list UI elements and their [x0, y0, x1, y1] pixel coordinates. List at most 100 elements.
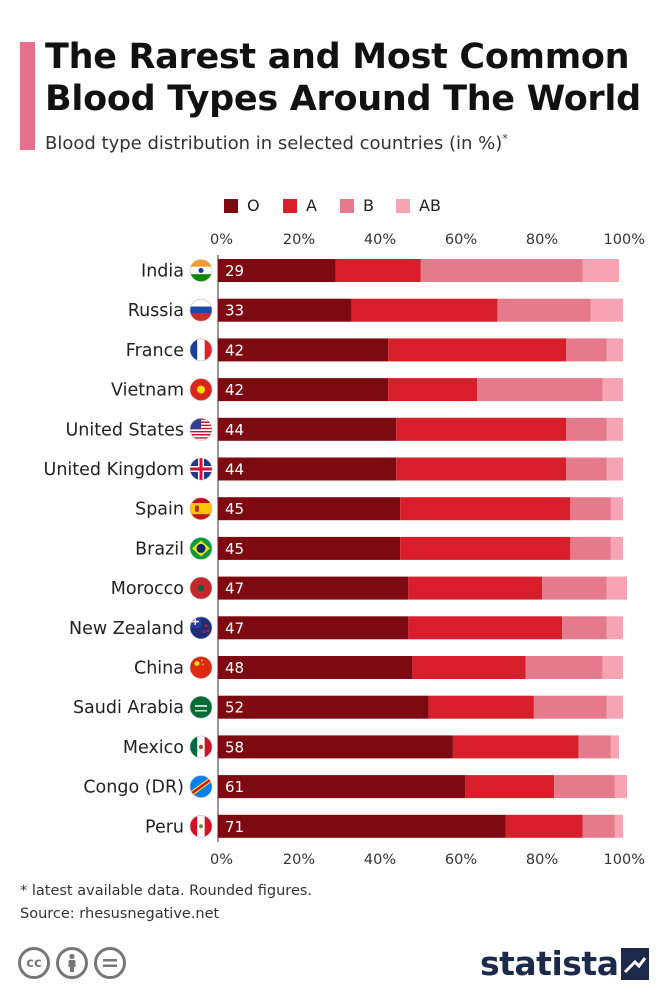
bar-o-7 [218, 536, 401, 560]
bar-a-1 [351, 298, 498, 322]
legend-swatch-o [224, 198, 238, 213]
bar-a-8 [408, 576, 542, 600]
bar-o-6 [218, 497, 401, 521]
tick-label-top-1: 20% [283, 232, 315, 248]
bar-ab-11 [606, 695, 623, 719]
tick-label-bottom-5: 100% [604, 852, 645, 868]
legend-item-a: A [283, 196, 317, 215]
flag-outline-0 [189, 259, 213, 282]
tick-label-top-4: 80% [526, 232, 558, 248]
flag-outline-5 [189, 457, 213, 481]
legend-swatch-a [283, 198, 297, 213]
bar-o-11 [218, 695, 429, 719]
data-label-o-14: 71 [225, 818, 244, 836]
chart-legend: O A B AB [0, 196, 667, 218]
bar-a-3 [388, 378, 478, 402]
country-label-1: Russia [128, 301, 184, 321]
data-label-o-1: 33 [225, 302, 244, 320]
data-label-o-12: 58 [225, 738, 244, 756]
legend-item-o: O [224, 196, 260, 215]
page-title: The Rarest and Most Common Blood Types A… [45, 36, 657, 120]
bar-ab-8 [606, 576, 628, 600]
data-label-o-13: 61 [225, 778, 244, 796]
data-label-o-5: 44 [225, 461, 244, 479]
legend-label-o: O [247, 196, 260, 215]
bar-ab-14 [614, 814, 623, 838]
bar-ab-4 [606, 417, 623, 441]
bar-ab-13 [614, 775, 628, 799]
data-label-o-3: 42 [225, 381, 244, 399]
country-label-5: United Kingdom [44, 460, 184, 480]
flag-outline-13 [189, 775, 213, 798]
flag-icon-5 [190, 458, 212, 480]
bar-b-12 [578, 735, 611, 759]
bar-b-13 [554, 775, 615, 799]
legend-item-ab: AB [396, 196, 441, 215]
bar-o-1 [218, 298, 352, 322]
country-label-0: India [141, 262, 184, 282]
country-label-9: New Zealand [69, 619, 184, 639]
flag-icon-3 [190, 378, 212, 401]
bar-o-3 [218, 378, 389, 402]
title-line-1: The Rarest and Most Common [45, 37, 630, 77]
tick-label-bottom-1: 20% [283, 852, 315, 868]
data-label-o-8: 47 [225, 580, 244, 598]
title-accent-bar [20, 42, 35, 150]
flag-icon-10 [190, 656, 212, 679]
subtitle-text: Blood type distribution in selected coun… [45, 133, 503, 154]
flag-outline-4 [189, 417, 213, 441]
bar-a-9 [408, 616, 563, 640]
bar-o-5 [218, 457, 397, 481]
flag-icon-6 [190, 497, 212, 520]
tick-label-top-3: 60% [445, 232, 477, 248]
statista-logo-icon [621, 947, 650, 980]
flag-icon-12 [190, 735, 212, 758]
bar-b-5 [566, 457, 607, 481]
subtitle-footnote-mark: * [502, 132, 508, 145]
country-label-14: Peru [145, 817, 184, 837]
flag-icon-9 [190, 616, 212, 639]
data-label-o-10: 48 [225, 659, 244, 677]
flag-icon-4 [190, 418, 212, 441]
bar-b-8 [542, 576, 607, 600]
bar-a-6 [400, 497, 571, 521]
country-label-3: Vietnam [111, 381, 184, 401]
bar-b-10 [525, 656, 603, 679]
legend-swatch-ab [396, 198, 410, 213]
bar-o-4 [218, 417, 397, 441]
bar-a-13 [465, 775, 555, 799]
flag-icon-11 [190, 696, 212, 719]
tick-label-top-0: 0% [210, 232, 233, 248]
footnote: * latest available data. Rounded figures… [20, 883, 313, 899]
logo-text: statista [480, 944, 619, 983]
bar-a-4 [396, 417, 567, 441]
country-label-8: Morocco [111, 579, 184, 599]
legend-swatch-b [340, 198, 354, 213]
flag-outline-11 [189, 695, 213, 719]
flag-icon-13 [190, 775, 212, 798]
bar-a-0 [335, 259, 421, 282]
tick-label-top-2: 40% [364, 232, 396, 248]
country-label-2: France [126, 341, 184, 361]
flag-icon-2 [190, 338, 212, 361]
flag-outline-3 [189, 378, 213, 401]
license-icons: cc [18, 947, 126, 979]
bar-a-14 [505, 814, 583, 838]
tick-label-bottom-4: 80% [526, 852, 558, 868]
tick-label-bottom-2: 40% [364, 852, 396, 868]
bar-a-10 [412, 656, 526, 679]
bar-b-14 [582, 814, 615, 838]
data-label-o-4: 44 [225, 421, 244, 439]
flag-outline-1 [189, 298, 213, 322]
bar-ab-10 [602, 656, 623, 679]
attribution-icon [56, 947, 88, 979]
bar-b-4 [566, 417, 607, 441]
creative-commons-icon: cc [18, 947, 50, 979]
data-label-o-11: 52 [225, 699, 244, 717]
bar-a-7 [400, 536, 571, 560]
bar-o-14 [218, 814, 506, 838]
flag-outline-2 [189, 338, 213, 362]
bar-ab-5 [606, 457, 623, 481]
bar-o-13 [218, 775, 466, 799]
